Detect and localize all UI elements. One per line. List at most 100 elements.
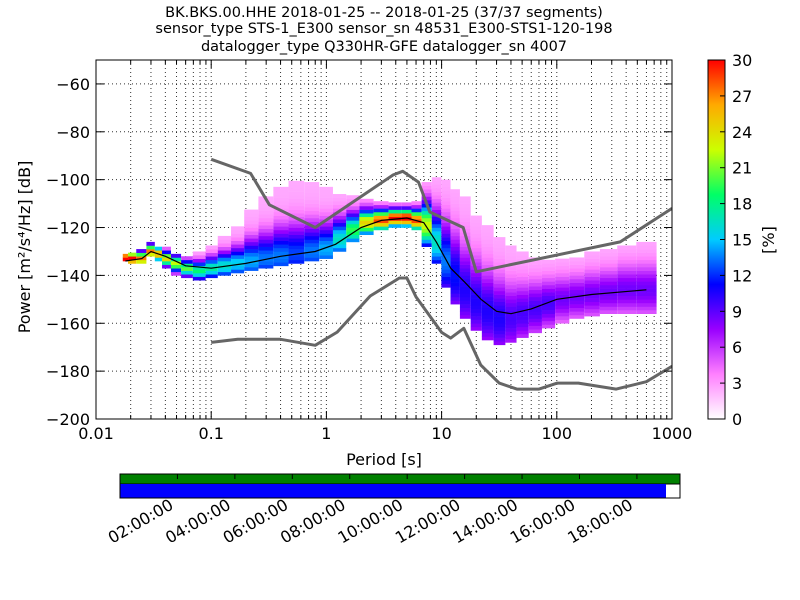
density-cell [192,276,206,281]
density-cell [273,197,289,202]
density-cell [528,314,542,319]
density-cell [584,301,600,306]
density-cell [273,247,289,252]
density-cell [146,245,155,250]
density-cell [617,306,637,311]
density-cell [205,256,218,261]
noise-models [210,157,672,391]
density-cell [258,235,274,240]
density-cell [516,312,529,317]
density-cell [450,246,460,251]
density-cell [217,235,232,240]
density-cell [217,243,232,247]
density-cell [359,198,374,203]
density-cell [555,301,570,306]
density-cell [288,234,305,239]
density-cell [481,336,494,341]
density-cell [332,219,347,224]
density-cell [450,225,460,230]
density-cell [244,213,259,218]
density-cell [154,257,163,262]
density-cell [481,311,494,316]
density-cell [636,277,657,282]
density-cell [569,300,585,305]
density-cell [231,265,245,270]
y-tick-label: −100 [46,171,90,190]
density-cell [459,282,471,287]
density-cell [528,325,542,330]
density-cell [493,273,506,277]
density-cell [332,222,347,227]
density-cell [373,201,389,206]
density-cell [431,238,442,243]
density-cell [244,263,259,268]
density-cell [528,268,542,273]
density-cell [459,243,471,247]
density-cell [359,202,374,207]
density-cell [431,252,442,257]
density-cell [516,262,529,267]
density-cell [459,210,471,215]
density-cell [470,301,482,306]
density-cell [481,235,494,240]
density-cell [470,244,482,249]
density-cell [636,267,657,271]
density-cell [599,299,618,304]
density-cell [481,329,494,334]
density-cell [599,267,618,271]
density-cell [516,280,529,285]
density-cell [319,226,333,231]
density-cell [441,262,451,267]
density-cell [319,208,333,213]
density-cell [421,239,432,244]
density-cell [528,300,542,305]
density-cell [450,296,460,301]
density-cell [505,249,517,253]
density-cell [332,194,347,198]
density-cell [170,261,182,265]
density-cell [569,275,585,280]
density-cell [431,205,442,210]
density-cell [431,231,442,236]
density-cell [332,226,347,231]
density-cell [481,318,494,323]
density-cell [244,267,259,271]
title-line-3: datalogger_type Q330HR-GFE datalogger_sn… [201,39,567,55]
density-cell [617,281,637,286]
density-cell [528,307,542,312]
density-cell [273,226,289,231]
y-tick-label: −120 [46,219,90,238]
density-cell [146,241,155,246]
density-cell [273,204,289,209]
density-cell [258,250,274,255]
density-cell [584,276,600,281]
density-cell [470,222,482,227]
density-cell [505,335,517,340]
density-cell [459,264,471,269]
timeline-tick-label: 16:00:00 [507,495,579,547]
density-cell [493,258,506,263]
density-cell [541,270,556,275]
density-cell [192,258,206,263]
density-cell [481,296,494,301]
density-cell [617,292,637,297]
density-cell [231,258,245,263]
density-cell [617,277,637,282]
density-cell [304,217,320,222]
density-cell [555,269,570,274]
density-cell [459,296,471,301]
density-cell [450,243,460,247]
density-cell [450,196,460,201]
density-cell [450,228,460,233]
density-cell [470,312,482,317]
density-cell [273,194,289,198]
density-cell [205,274,218,279]
density-cell [192,265,206,270]
density-cell [617,295,637,300]
density-cell [481,239,494,244]
density-cell [459,278,471,283]
density-cell [288,231,305,236]
timeline-used-bar [120,474,680,484]
density-cell [421,207,432,212]
density-cell [599,256,618,261]
